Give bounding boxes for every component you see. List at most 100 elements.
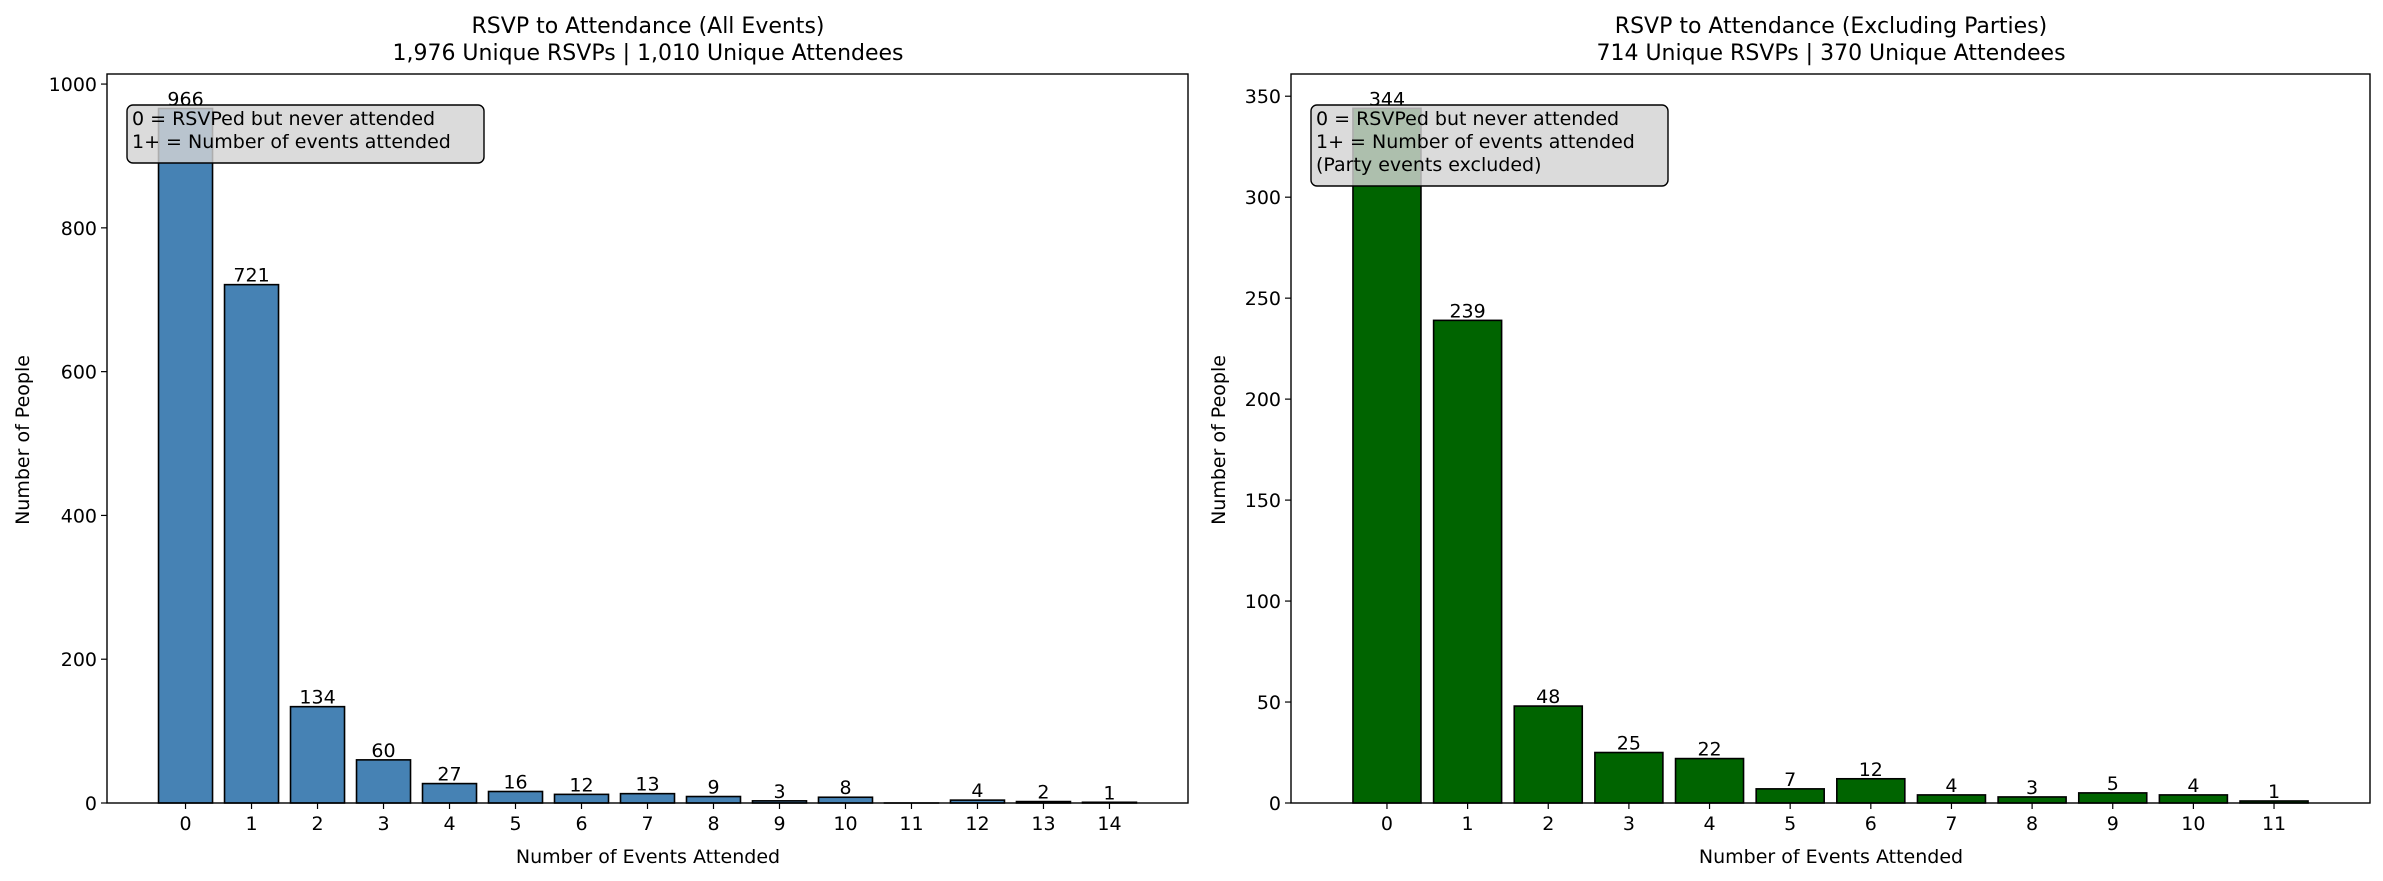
bar-3 [1594, 751, 1664, 804]
y-tick-label: 250 [1245, 288, 1281, 310]
plot-frame [1290, 73, 2371, 804]
x-tick-label: 2 [311, 813, 323, 835]
bar-1 [1432, 319, 1503, 804]
y-axis-ticks: 0 200 400 600 800 1000 [49, 74, 107, 815]
y-tick-label: 100 [1245, 591, 1281, 613]
bar-value-label: 22 [1697, 739, 1721, 761]
bar-value-label: 9 [707, 777, 719, 799]
x-tick-label: 7 [641, 813, 653, 835]
x-tick-label: 0 [1381, 813, 1393, 835]
y-tick-label: 150 [1245, 490, 1281, 512]
bar-value-label: 5 [2107, 773, 2119, 795]
bar-0 [1352, 107, 1422, 804]
bar-value-label: 3 [773, 781, 785, 803]
x-axis-ticks: 0 1 2 3 4 5 6 7 8 9 10 11 [1381, 803, 2286, 835]
bar-value-label: 239 [1449, 300, 1485, 322]
x-tick-label: 6 [575, 813, 587, 835]
bar-value-label: 12 [569, 774, 593, 796]
y-tick-label: 800 [61, 218, 97, 240]
bar-value-label: 721 [233, 265, 269, 287]
y-axis-ticks: 0 50 100 150 200 250 300 350 [1245, 86, 1291, 815]
bar-value-label: 60 [371, 740, 395, 762]
bar-2 [289, 705, 346, 804]
plot-frame [106, 73, 1189, 804]
bar-value-label: 3 [2026, 777, 2038, 799]
x-tick-label: 3 [377, 813, 389, 835]
y-tick-label: 0 [1269, 793, 1281, 815]
bar-value-label: 1 [1103, 782, 1115, 804]
bar-value-label: 7 [1784, 769, 1796, 791]
x-tick-label: 4 [443, 813, 455, 835]
y-tick-label: 200 [61, 649, 97, 671]
x-tick-label: 5 [509, 813, 521, 835]
y-tick-label: 200 [1245, 389, 1281, 411]
bar-3 [355, 759, 412, 804]
bar-2 [1513, 705, 1584, 804]
annotation-line: 1+ = Number of events attended [132, 131, 451, 153]
bar-4 [421, 782, 478, 804]
bar-value-label: 4 [1945, 775, 1957, 797]
bar-value-label: 4 [971, 780, 983, 802]
x-tick-label: 2 [1542, 813, 1554, 835]
bar-value-label: 8 [839, 777, 851, 799]
x-tick-label: 10 [833, 813, 857, 835]
annotation-line: 0 = RSVPed but never attended [132, 108, 435, 130]
x-axis-label: Number of Events Attended [1699, 846, 1963, 868]
bars [157, 107, 1138, 804]
bar-value-label: 13 [635, 774, 659, 796]
x-tick-label: 8 [2026, 813, 2038, 835]
bar-0 [157, 107, 214, 804]
x-tick-label: 9 [773, 813, 785, 835]
x-tick-label: 11 [2262, 813, 2286, 835]
annotation-box-frame [1310, 104, 1669, 187]
y-tick-label: 600 [61, 362, 97, 384]
bar-value-label: 25 [1617, 733, 1641, 755]
y-axis-label: Number of People [12, 355, 34, 525]
y-tick-label: 350 [1245, 86, 1281, 108]
annotation-line: (Party events excluded) [1316, 154, 1542, 176]
x-tick-label: 10 [2181, 813, 2205, 835]
x-tick-label: 5 [1784, 813, 1796, 835]
chart-panel-all-events: RSVP to Attendance (All Events) 1,976 Un… [12, 14, 1189, 868]
bar-value-label: 1 [2268, 781, 2280, 803]
x-tick-label: 8 [707, 813, 719, 835]
chart-title: RSVP to Attendance (Excluding Parties) [1615, 14, 2047, 39]
bar-4 [1674, 757, 1745, 804]
bar-value-label: 2 [1037, 782, 1049, 804]
x-tick-label: 12 [965, 813, 989, 835]
y-axis-label: Number of People [1208, 355, 1230, 525]
x-tick-label: 14 [1097, 813, 1121, 835]
bar-value-label: 27 [437, 764, 461, 786]
x-tick-label: 7 [1945, 813, 1957, 835]
annotation-line: 0 = RSVPed but never attended [1316, 108, 1619, 130]
x-tick-label: 3 [1623, 813, 1635, 835]
y-tick-label: 50 [1257, 692, 1281, 714]
chart-title: RSVP to Attendance (All Events) [472, 14, 825, 39]
bar-1 [223, 283, 280, 804]
bar-value-label: 16 [503, 771, 527, 793]
x-tick-label: 11 [899, 813, 923, 835]
bar-6 [1836, 777, 1906, 804]
bar-value-label: 12 [1859, 759, 1883, 781]
chart-panel-excluding-parties: RSVP to Attendance (Excluding Parties) 7… [1208, 14, 2371, 868]
x-axis-label: Number of Events Attended [516, 846, 780, 868]
x-tick-label: 0 [179, 813, 191, 835]
x-tick-label: 1 [1462, 813, 1474, 835]
y-tick-label: 1000 [49, 74, 97, 96]
bar-value-label: 4 [2187, 775, 2199, 797]
x-tick-label: 1 [245, 813, 257, 835]
x-axis-ticks: 0 1 2 3 4 5 6 7 8 9 10 11 12 13 14 [179, 803, 1122, 835]
chart-subtitle: 1,976 Unique RSVPs | 1,010 Unique Attend… [392, 41, 903, 66]
x-tick-label: 9 [2107, 813, 2119, 835]
annotation-line: 1+ = Number of events attended [1316, 131, 1635, 153]
x-tick-label: 13 [1031, 813, 1055, 835]
bar-value-label: 134 [299, 687, 335, 709]
chart-subtitle: 714 Unique RSVPs | 370 Unique Attendees [1596, 41, 2065, 66]
bar-value-label: 48 [1536, 686, 1560, 708]
bar-5 [1755, 788, 1825, 804]
y-tick-label: 0 [85, 793, 97, 815]
